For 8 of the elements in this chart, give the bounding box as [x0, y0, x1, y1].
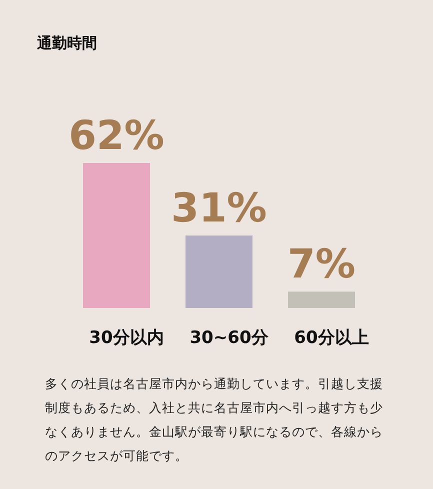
data-label: 62%: [68, 113, 164, 159]
data-label: 31%: [171, 186, 267, 232]
x-tick-label: 30~60分: [190, 328, 270, 348]
x-tick-label: 30分以内: [89, 328, 164, 348]
chart-title: 通勤時間: [36, 34, 97, 52]
data-label: 7%: [288, 242, 356, 288]
x-tick-label: 60分以上: [294, 328, 369, 348]
text: 多くの社員は名古屋市内から通勤しています。引越し支援制度もあるため、入社と共に名古屋市内へ引っ越す方も少なくありません。金山駅が最寄り駅になるので、各線からのアクセスが可能です。: [45, 375, 384, 465]
